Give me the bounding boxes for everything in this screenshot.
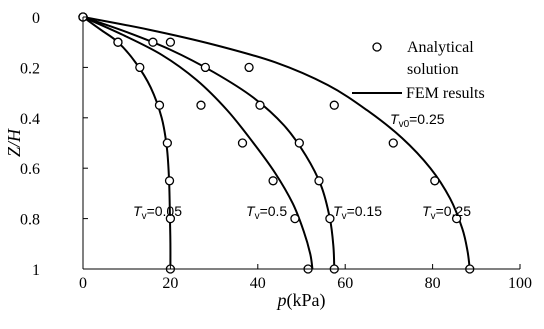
legend-label-fem: FEM results xyxy=(406,85,485,102)
x-axis-title-unit: (kPa) xyxy=(287,290,326,311)
analytical-point-3 xyxy=(430,176,440,186)
legend-marker-analytical xyxy=(372,42,382,52)
analytical-point-0 xyxy=(165,213,176,224)
annotation-tv0-main: T xyxy=(390,111,400,127)
fem-curve-1 xyxy=(82,16,314,270)
analytical-point-0 xyxy=(164,176,175,186)
annotation-tv-0.5-main: T xyxy=(246,203,256,219)
annotation-tv0-0.25: Tv0=0.25 xyxy=(390,111,445,130)
analytical-point-3 xyxy=(388,138,398,148)
annotation-tv-0.15-main: T xyxy=(333,203,343,219)
y-tick-label: 0.2 xyxy=(20,60,40,77)
series-layer xyxy=(78,12,475,274)
annotation-tv-0.5-sub: v xyxy=(255,211,260,222)
annotation-tv-0.5-value: =0.5 xyxy=(260,203,288,219)
annotation-tv-0.05: Tv=0.05 xyxy=(133,203,182,222)
annotation-tv-0.15: Tv=0.15 xyxy=(333,203,382,222)
analytical-point-1 xyxy=(196,100,206,110)
y-tick-label: 0.8 xyxy=(20,212,40,229)
y-tick-label: 0.6 xyxy=(20,161,40,178)
analytical-point-2 xyxy=(255,100,265,110)
analytical-point-2 xyxy=(294,138,304,148)
annotation-tv-0.25-value: =0.25 xyxy=(436,203,472,219)
x-tick-label: 20 xyxy=(162,275,178,292)
annotation-tv-0.25-main: T xyxy=(422,203,432,219)
analytical-point-2 xyxy=(200,62,211,73)
x-tick-label: 40 xyxy=(250,275,266,292)
analytical-point-1 xyxy=(113,37,123,47)
analytical-point-3 xyxy=(329,100,339,110)
annotation-tv-0.25: Tv=0.25 xyxy=(422,203,471,222)
analytical-point-2 xyxy=(148,37,158,47)
y-tick-label: 0 xyxy=(32,10,40,27)
legend-label-analytical-line2: solution xyxy=(407,61,459,78)
analytical-point-0 xyxy=(135,62,145,73)
analytical-point-1 xyxy=(268,176,278,186)
analytical-point-1 xyxy=(237,138,248,148)
analytical-point-3 xyxy=(451,213,462,224)
annotation-tv-0.25-sub: v xyxy=(431,211,436,222)
analytical-point-1 xyxy=(290,213,300,224)
analytical-point-1 xyxy=(165,37,176,47)
annotation-tv-0.05-sub: v xyxy=(142,211,147,222)
annotation-tv-0.15-sub: v xyxy=(342,211,347,222)
fem-curve-3 xyxy=(82,16,471,270)
x-tick-label: 80 xyxy=(425,275,441,292)
annotation-tv-0.15-value: =0.15 xyxy=(347,203,383,219)
fem-curve-2 xyxy=(82,16,336,270)
x-tick-label: 0 xyxy=(79,275,87,292)
analytical-point-3 xyxy=(244,62,254,73)
annotation-tv0-value: =0.25 xyxy=(409,111,445,127)
annotations: Tv=0.05 Tv=0.5 Tv=0.15 Tv=0.25 Tv0=0.25 xyxy=(133,111,471,222)
x-axis-title: p(kPa) xyxy=(276,290,326,311)
x-tick-label: 100 xyxy=(508,275,532,292)
annotation-tv-0.5: Tv=0.5 xyxy=(246,203,287,222)
analytical-point-0 xyxy=(154,100,165,110)
analytical-point-0 xyxy=(162,138,172,148)
annotation-tv-0.05-value: =0.05 xyxy=(147,203,183,219)
x-tick-label: 60 xyxy=(337,275,353,292)
y-tick-label: 1 xyxy=(32,262,40,279)
ticks: 0 20 40 60 80 100 0 0.2 0.4 0.6 0.8 1 xyxy=(20,10,532,292)
fem-curve-0 xyxy=(82,16,172,270)
axes xyxy=(82,17,520,270)
legend-label-analytical-line1: Analytical xyxy=(407,39,474,56)
legend: Analytical solution FEM results xyxy=(352,39,485,102)
y-axis-title: Z/H xyxy=(4,128,24,157)
analytical-point-2 xyxy=(314,176,324,186)
annotation-tv0-sub: v0 xyxy=(399,119,410,130)
y-tick-label: 0.4 xyxy=(20,111,40,128)
analytical-point-2 xyxy=(325,213,335,224)
annotation-tv-0.05-main: T xyxy=(133,203,143,219)
x-axis-title-italic: p xyxy=(276,290,287,310)
